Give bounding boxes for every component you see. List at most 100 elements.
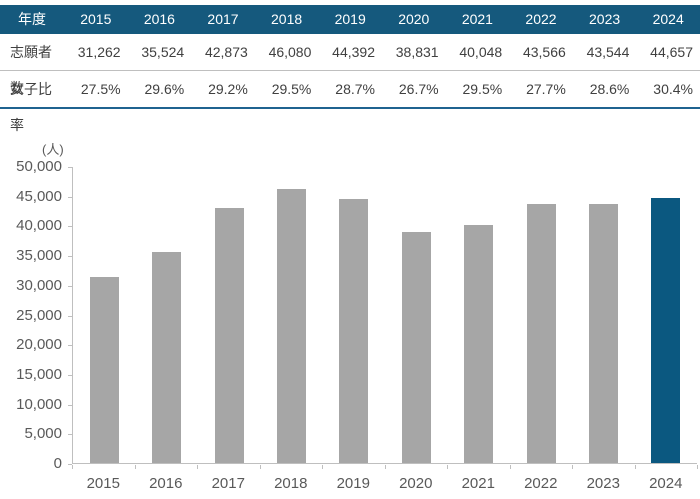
table-row-applicants: 志願者数 31,262 35,524 42,873 46,080 44,392 38,83… [0, 34, 700, 96]
value-cell: 29.5% [271, 81, 312, 97]
year-header-cell: 2022 [525, 11, 557, 27]
bar [89, 277, 119, 463]
bar [339, 199, 369, 463]
y-axis-tick-mark [68, 374, 72, 376]
y-axis-tick-label: 30,000 [16, 276, 62, 294]
x-axis-label: 2019 [336, 475, 370, 492]
value-cell: 44,657 [650, 44, 693, 60]
applicants-bar-chart: (人) 2015 2016 2017 2018 2019 2020 2021 2022 2023… [0, 139, 700, 495]
y-axis-tick-mark [68, 345, 72, 347]
y-axis-tick-mark [68, 464, 72, 465]
y-axis-tick-label: 20,000 [16, 336, 62, 354]
x-axis-tick-mark [259, 465, 261, 469]
bar-slot [135, 167, 197, 463]
y-axis-tick-mark [68, 226, 72, 228]
value-cell: 31,262 [77, 44, 121, 60]
bar-slot [572, 167, 634, 463]
year-header-cell: 2016 [143, 11, 175, 27]
x-axis-tick-mark [384, 465, 386, 469]
year-header-cell: 2018 [271, 11, 303, 27]
value-cell: 35,524 [141, 44, 185, 60]
y-axis-tick-mark [68, 167, 72, 168]
y-axis-tick-mark [68, 434, 72, 436]
bar-slot [385, 167, 447, 463]
bar-slot [73, 167, 135, 463]
value-cell: 44,392 [332, 44, 375, 60]
bar-slot [260, 167, 322, 463]
y-axis-tick-label: 0 [53, 455, 62, 472]
bar [401, 232, 431, 463]
x-axis-tick-mark [322, 465, 323, 469]
value-cell: 29.6% [144, 81, 185, 97]
bar-slot [323, 167, 385, 463]
row-label-female-ratio: 女子比率 [10, 81, 52, 133]
year-header-cell: 2021 [461, 11, 493, 27]
y-axis-tick-label: 45,000 [16, 187, 62, 205]
value-cell: 29.5% [462, 81, 503, 97]
value-cell: 43,544 [586, 44, 630, 60]
value-cell: 27.7% [526, 81, 566, 97]
bar-slot [447, 167, 509, 463]
x-axis-label: 2020 [399, 475, 433, 492]
year-header-cell: 2019 [334, 11, 366, 27]
x-axis-tick-mark [447, 465, 448, 469]
x-axis-tick-mark [572, 465, 573, 469]
y-axis-unit-label: (人) [42, 142, 64, 157]
value-cell: 28.6% [589, 81, 630, 97]
x-axis-tick-mark [197, 465, 198, 469]
x-axis-label: 2022 [524, 475, 558, 492]
x-axis-label: 2023 [586, 475, 620, 492]
year-header-cell: 2017 [207, 11, 239, 27]
plot-area [72, 167, 697, 464]
x-axis-label: 2015 [86, 475, 120, 492]
value-cell: 29.2% [208, 81, 248, 97]
x-axis-tick-mark [72, 465, 73, 469]
x-axis-label: 2017 [211, 475, 245, 492]
y-axis-tick-label: 15,000 [16, 365, 62, 383]
bar-slot [635, 167, 697, 463]
row-label-applicants: 志願者数 [10, 44, 52, 96]
value-cell: 43,566 [522, 44, 566, 60]
y-axis-tick-mark [68, 256, 72, 258]
x-axis-label: 2021 [461, 475, 495, 492]
x-axis-tick-mark [634, 465, 636, 469]
y-axis-tick-mark [68, 196, 72, 198]
table-header-row: 年度 2015 2016 2017 2018 2019 2020 2021 2022 2023 2… [0, 5, 700, 34]
bar [526, 204, 556, 463]
y-axis-tick-mark [68, 404, 72, 406]
x-axis-labels: 2015 2016 2017 2018 2019 2020 2021 2022 2023 2024 [72, 475, 697, 492]
value-cell: 30.4% [653, 81, 693, 97]
x-axis-tick-mark [134, 465, 136, 469]
year-header-cell: 2023 [589, 11, 621, 27]
y-axis-tick-label: 25,000 [16, 306, 62, 324]
y-axis-tick-label: 40,000 [16, 217, 62, 235]
value-cell: 42,873 [204, 44, 248, 60]
x-axis-tick-mark [509, 465, 511, 469]
value-cell: 40,048 [459, 44, 503, 60]
bar-slot [198, 167, 260, 463]
table-corner-label: 年度 [18, 11, 46, 27]
value-cell: 28.7% [335, 81, 375, 97]
bar [588, 204, 618, 463]
year-header-cell: 2020 [398, 11, 430, 27]
bar [214, 208, 244, 463]
x-axis-label: 2024 [649, 475, 683, 492]
y-axis-tick-label: 5,000 [24, 425, 62, 443]
x-axis-label: 2016 [149, 475, 183, 492]
x-axis-tick-mark [697, 465, 698, 469]
x-axis-label: 2018 [274, 475, 308, 492]
bar [651, 197, 681, 463]
applicants-table: 年度 2015 2016 2017 2018 2019 2020 2021 2022 2023 2… [0, 5, 700, 133]
table-row-female-ratio: 女子比率 27.5% 29.6% 29.2% 29.5% 28.7% 26.7% 29.5%… [0, 71, 700, 133]
value-cell: 46,080 [268, 44, 312, 60]
bar [152, 252, 182, 463]
bar [276, 189, 306, 463]
bar [464, 225, 494, 463]
value-cell: 27.5% [80, 81, 121, 97]
year-header-cell: 2024 [652, 11, 684, 27]
y-axis-tick-label: 10,000 [16, 395, 62, 413]
bar-slot [510, 167, 572, 463]
y-axis-tick-label: 35,000 [16, 247, 62, 265]
value-cell: 38,831 [395, 44, 439, 60]
y-axis-tick-label: 50,000 [16, 158, 62, 175]
